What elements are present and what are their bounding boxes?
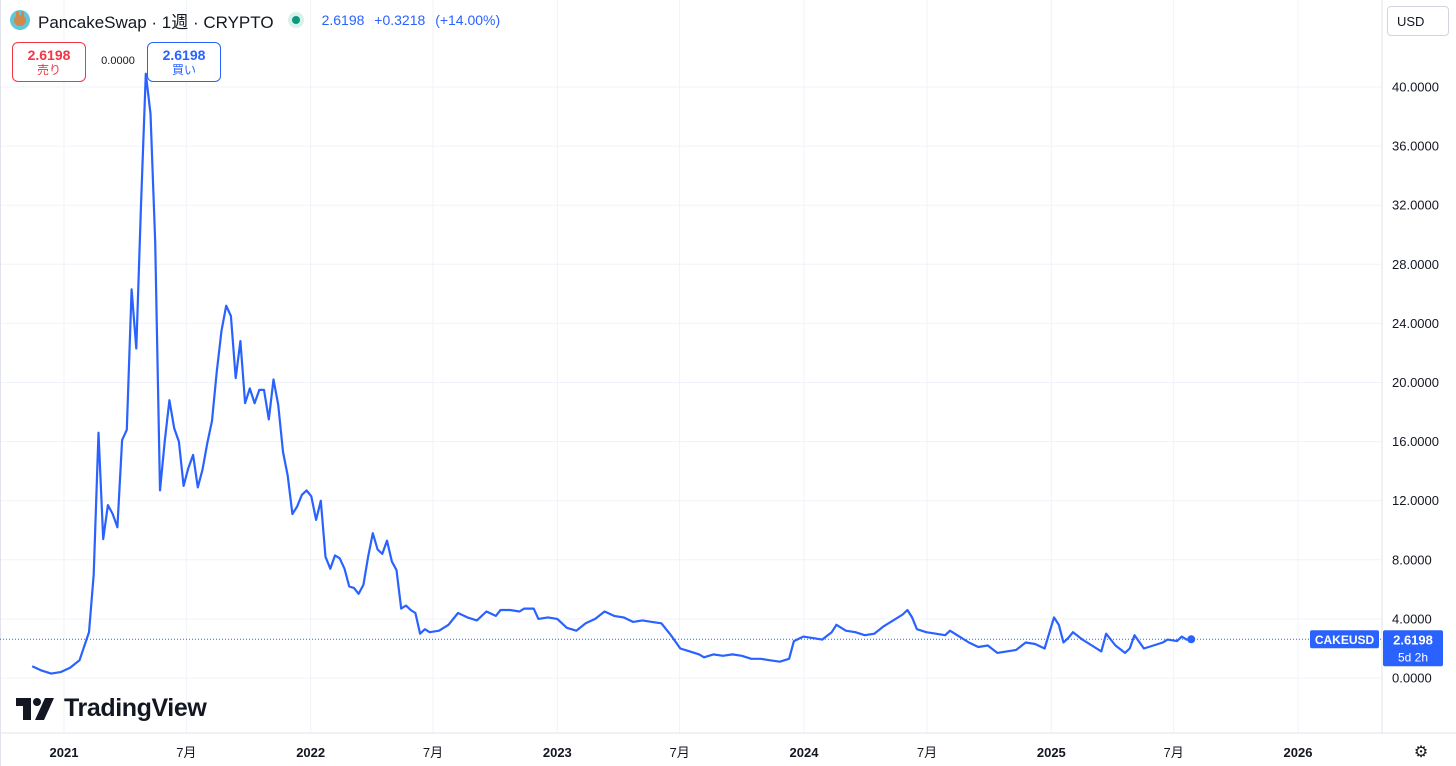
settings-gear-icon[interactable]: ⚙ — [1413, 744, 1429, 761]
y-tick-label: 36.0000 — [1392, 139, 1439, 154]
tradingview-mark-icon — [16, 697, 54, 720]
price-label-box — [1383, 630, 1443, 667]
currency-selector[interactable]: USD — [1387, 6, 1449, 36]
y-tick-label: 32.0000 — [1392, 198, 1439, 213]
tradingview-logo[interactable]: TradingView — [16, 694, 207, 723]
price-change: +0.3218 — [374, 12, 426, 28]
buy-button[interactable]: 2.6198 買い — [147, 42, 221, 82]
series-line-cakeusd — [31, 72, 1192, 675]
market-status-icon[interactable] — [287, 12, 304, 28]
y-tick-label: 24.0000 — [1392, 316, 1439, 331]
x-tick-label: 2023 — [543, 745, 572, 760]
x-tick-label: 7月 — [1164, 745, 1184, 760]
quote-summary: 2.6198 +0.3218 (+14.00%) — [322, 12, 507, 28]
x-tick-label: 2021 — [50, 745, 79, 760]
sell-button[interactable]: 2.6198 売り — [12, 42, 86, 82]
y-tick-label: 28.0000 — [1392, 257, 1439, 272]
x-tick-label: 7月 — [423, 745, 443, 760]
y-tick-label: 4.0000 — [1392, 611, 1432, 626]
symbol-label-box — [1310, 630, 1379, 649]
y-tick-label: 16.0000 — [1392, 434, 1439, 449]
sell-label: 売り — [36, 62, 61, 77]
x-tick-label: 7月 — [176, 745, 196, 760]
buy-label: 買い — [171, 62, 196, 77]
symbol-label: CAKEUSD — [1315, 633, 1375, 647]
y-tick-label: 40.0000 — [1392, 80, 1439, 95]
buy-price: 2.6198 — [162, 46, 206, 63]
spread-value: 0.0000 — [101, 55, 135, 67]
last-price-marker — [1187, 635, 1196, 644]
x-tick-label: 2025 — [1037, 745, 1066, 760]
pancakeswap-bunny-icon — [10, 10, 30, 30]
chart-header: PancakeSwap · 1週 · CRYPTO 2.6198 +0.3218… — [10, 8, 506, 32]
last-price: 2.6198 — [321, 12, 365, 28]
x-tick-label: 2022 — [296, 745, 325, 760]
x-tick-label: 2026 — [1284, 745, 1313, 760]
price-change-percent: (+14.00%) — [435, 12, 501, 28]
x-tick-label: 7月 — [917, 745, 937, 760]
tradingview-wordmark: TradingView — [64, 694, 207, 722]
x-tick-label: 2024 — [790, 745, 820, 760]
price-label-value: 2.6198 — [1393, 632, 1433, 647]
bar-countdown: 5d 2h — [1398, 650, 1428, 664]
y-tick-label: 8.0000 — [1392, 552, 1432, 567]
y-tick-label: 12.0000 — [1392, 493, 1439, 508]
y-tick-label: 20.0000 — [1392, 375, 1439, 390]
y-tick-label: 0.0000 — [1392, 671, 1432, 686]
sell-price: 2.6198 — [27, 46, 71, 63]
last-price-label: CAKEUSD 2.6198 5d 2h — [1310, 630, 1443, 667]
symbol-title[interactable]: PancakeSwap · 1週 · CRYPTO — [38, 12, 274, 32]
x-tick-label: 7月 — [670, 745, 690, 760]
